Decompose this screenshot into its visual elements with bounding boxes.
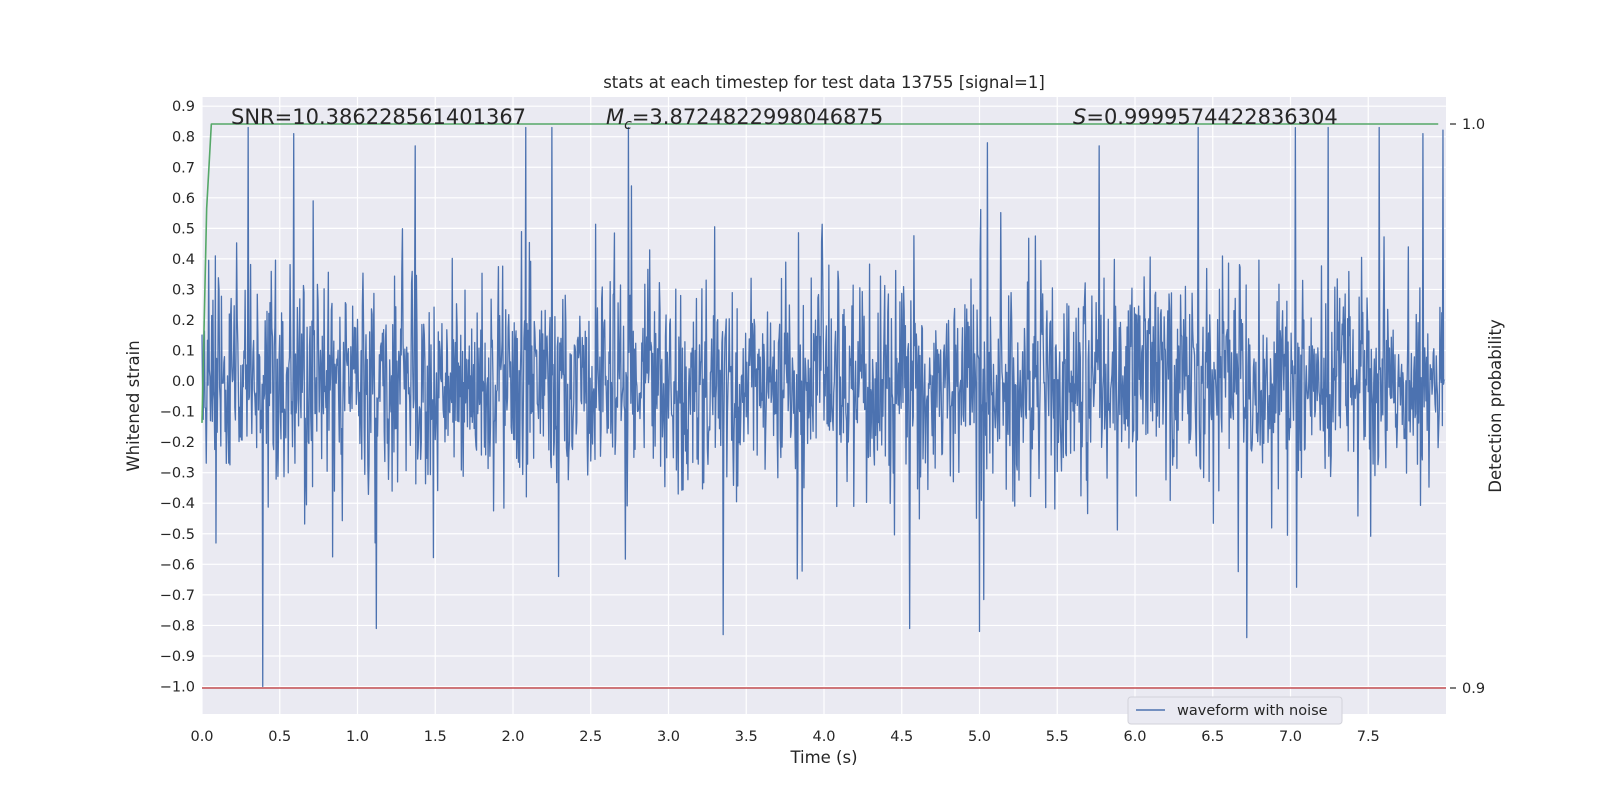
x-tick-label: 2.0 [501,729,524,745]
y-tick-label: −0.3 [160,466,195,482]
y-tick-label: −0.6 [160,557,195,573]
y-tick-label: 0.6 [172,191,195,207]
series-detection-probability [201,123,1439,423]
chart-title: stats at each timestep for test data 137… [603,73,1045,92]
x-tick-label: 3.5 [735,729,758,745]
chirp-mass-subscript: c [624,117,632,133]
y-tick-label: −1.0 [160,680,195,696]
y-tick-label: −0.2 [160,435,195,451]
x-axis-label: Time (s) [789,748,857,767]
series-layer [201,123,1446,689]
x-tick-label: 1.0 [346,729,369,745]
chirp-mass-value: =3.8724822998046875 [632,105,883,129]
detection-stat-annotation: S=0.9999574422836304 [1073,105,1338,129]
y-axis-label: Whitened strain [124,340,143,471]
legend-label-waveform: waveform with noise [1177,703,1328,719]
x-tick-label: 3.0 [657,729,680,745]
tick-labels: 0.0 0.5 1.0 1.5 2.0 2.5 3.0 3.5 4.0 4.5 5.0 5.5 6.0 6… [160,99,1485,745]
y-tick-label: −0.7 [160,588,195,604]
x-tick-label: 7.0 [1279,729,1302,745]
y-tick-label: 0.2 [172,313,195,329]
y2-tick-label: 1.0 [1462,117,1485,133]
y-tick-label: 0.0 [172,374,195,390]
y-tick-label: −0.5 [160,527,195,543]
x-tick-label: 5.0 [968,729,991,745]
y-tick-label: −0.4 [160,496,195,512]
x-tick-label: 1.5 [424,729,447,745]
y-tick-label: 0.9 [172,99,195,115]
x-tick-label: 4.5 [890,729,913,745]
x-tick-label: 0.0 [190,729,213,745]
y-tick-label: 0.7 [172,160,195,176]
chirp-mass-symbol: M [606,105,624,129]
y2-axis-label: Detection probability [1486,319,1505,493]
x-tick-label: 0.5 [268,729,291,745]
legend-box [1127,696,1343,725]
y-tick-label: −0.1 [160,405,195,421]
y-tick-label: −0.9 [160,649,195,665]
detection-stat-value: =0.9999574422836304 [1086,105,1337,129]
series-waveform-with-noise [201,126,1445,688]
y-tick-label: 0.8 [172,130,195,146]
x-tick-label: 2.5 [579,729,602,745]
x-tick-label: 7.5 [1357,729,1380,745]
x-tick-label: 4.0 [812,729,835,745]
legend: waveform with noise [1127,696,1343,725]
x-tick-label: 5.5 [1046,729,1069,745]
detection-stat-symbol: S [1073,105,1086,129]
y-tick-label: 0.3 [172,282,195,298]
snr-annotation: SNR=10.386228561401367 [231,105,526,129]
y-tick-label: −0.8 [160,618,195,634]
y-tick-label: 0.1 [172,344,195,360]
x-tick-label: 6.0 [1123,729,1146,745]
chirp-mass-annotation: Mc=3.8724822998046875 [606,105,883,133]
x-tick-label: 6.5 [1201,729,1224,745]
y2-tick-label: 0.9 [1462,681,1485,697]
y-tick-label: 0.4 [172,252,195,268]
y-tick-label: 0.5 [172,221,195,237]
